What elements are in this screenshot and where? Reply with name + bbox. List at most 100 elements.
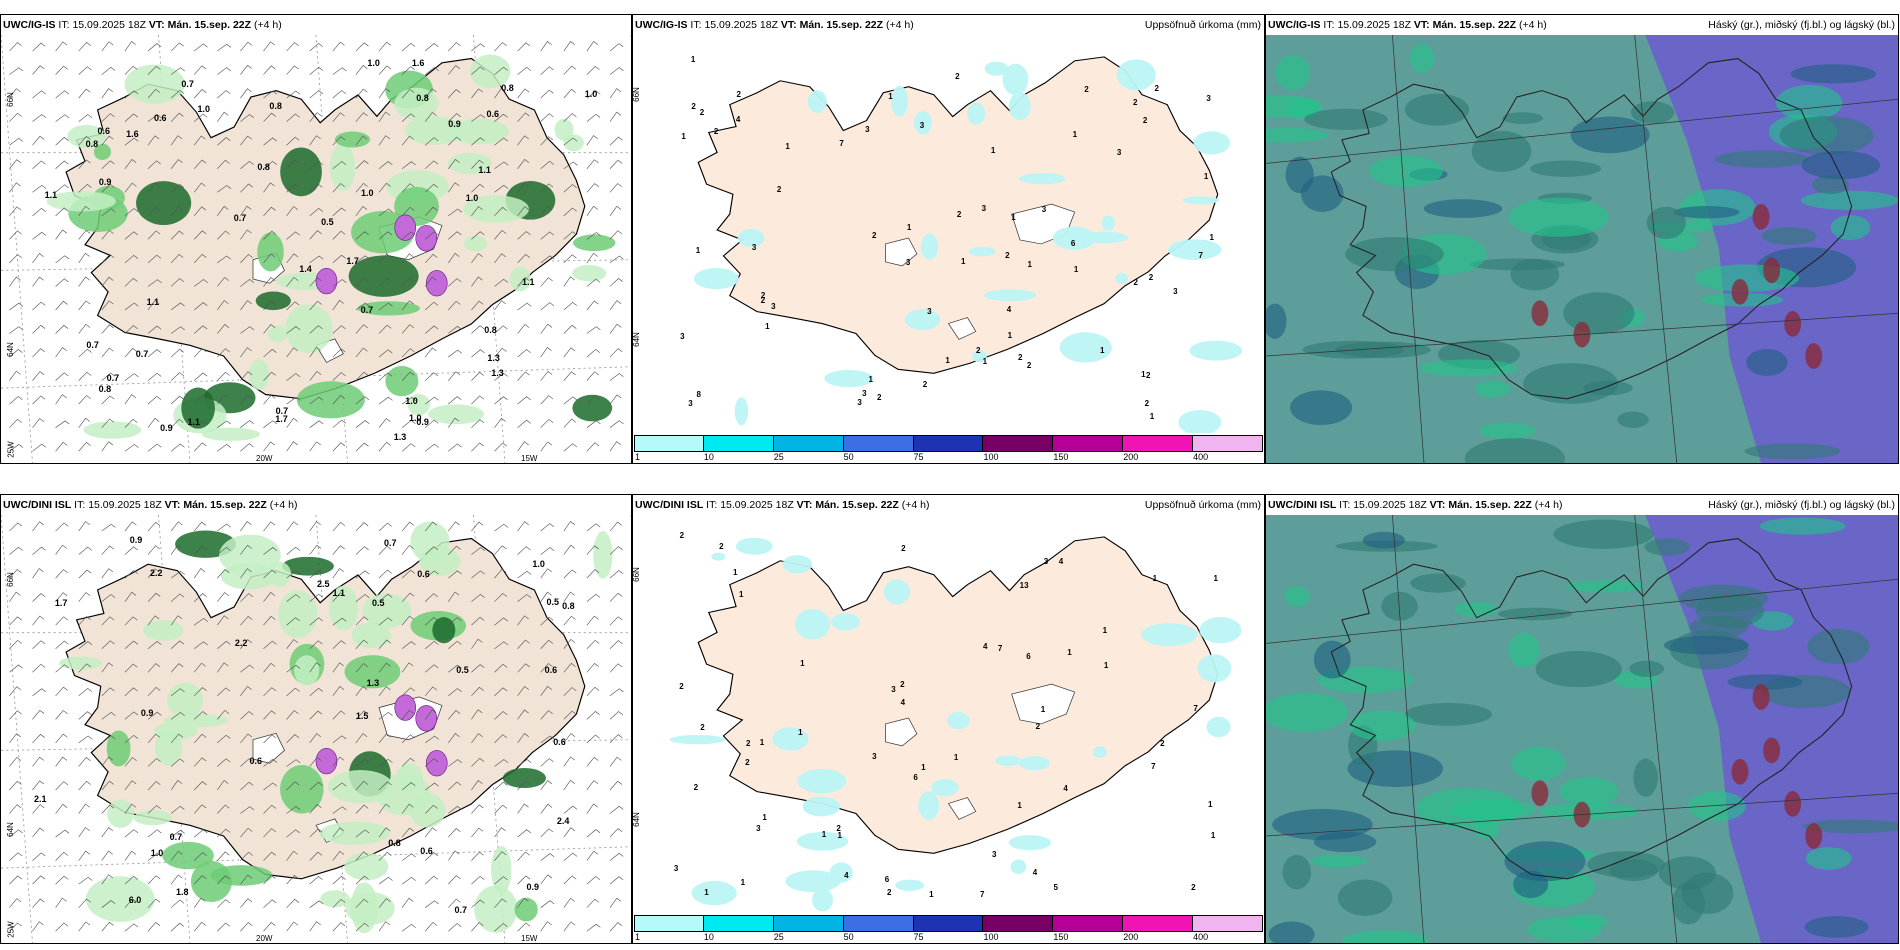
- precip-value-label: 0.6: [97, 126, 111, 136]
- wind-barb: [217, 592, 229, 602]
- wind-barb: [101, 276, 114, 287]
- wind-barb: [586, 300, 599, 311]
- wind-barb: [78, 159, 91, 169]
- wind-barb: [124, 521, 137, 532]
- wind-barb: [240, 160, 254, 170]
- precip-area: [329, 143, 356, 191]
- wind-barb: [609, 159, 623, 169]
- wind-barb: [586, 876, 601, 885]
- wind-barb: [240, 254, 253, 264]
- precip-area: [572, 234, 616, 252]
- wind-barb: [55, 347, 67, 358]
- wind-barb: [217, 137, 231, 146]
- wind-barb: [124, 325, 138, 334]
- wind-barb: [563, 254, 577, 264]
- precip-area: [167, 682, 204, 719]
- precip-value-label: 0.9: [129, 534, 143, 545]
- wind-barb: [424, 206, 438, 217]
- wind-barb: [309, 733, 322, 744]
- wind-barb: [147, 230, 161, 240]
- wind-barb: [240, 898, 253, 908]
- latitude-label: 66N: [633, 567, 641, 582]
- wind-barb: [378, 898, 391, 908]
- wind-barb: [448, 396, 462, 405]
- colorbar-tick: 1: [635, 932, 641, 942]
- colorbar-tick: 10: [703, 932, 714, 942]
- precip-value-label: 0.8: [501, 83, 514, 94]
- accum-value-label: 4: [1006, 304, 1012, 314]
- colorbar-swatch: [703, 435, 774, 452]
- precip-value-label: 0.7: [106, 373, 120, 384]
- wind-barb: [124, 757, 137, 767]
- cloud-area: [1409, 43, 1435, 73]
- wind-barb: [55, 114, 70, 122]
- wind-barb: [286, 373, 301, 381]
- wind-barb: [332, 325, 346, 334]
- wind-barb: [240, 371, 253, 381]
- wind-barb: [309, 441, 321, 452]
- wind-barb: [494, 347, 507, 358]
- precip-value-label: 2.5: [317, 578, 330, 589]
- accum-value-label: 2: [760, 295, 766, 305]
- wind-barb: [101, 594, 116, 602]
- accum-value-label: 1: [982, 356, 988, 366]
- wind-barb: [147, 349, 162, 358]
- precip-value-label: 0.8: [269, 101, 282, 112]
- cloud-area: [1678, 584, 1768, 612]
- wind-barb: [563, 662, 576, 673]
- wind-barb: [217, 371, 230, 381]
- wind-barb: [194, 279, 208, 287]
- accum-value-label: 3: [862, 388, 867, 398]
- precip-area: [348, 255, 419, 297]
- wind-barb: [355, 639, 369, 649]
- wind-barb: [586, 711, 600, 720]
- wind-barb: [355, 65, 368, 75]
- accum-value-label: 3: [865, 125, 870, 134]
- longitude-label: 20W: [256, 454, 273, 463]
- wind-barb: [240, 827, 253, 838]
- accum-value-label: 2: [776, 184, 782, 194]
- wind-barb: [9, 569, 22, 579]
- wind-barb: [425, 900, 439, 908]
- wind-barb: [124, 898, 137, 908]
- wind-barb: [286, 183, 300, 193]
- wind-barb: [494, 137, 508, 146]
- wind-barb: [494, 663, 508, 673]
- wind-barb: [32, 615, 45, 626]
- wind-barb: [101, 229, 114, 240]
- wind-barb: [517, 521, 529, 532]
- wind-barb: [609, 88, 622, 99]
- precip-area: [514, 897, 538, 922]
- wind-barb: [263, 828, 276, 838]
- wind-barb: [494, 827, 506, 838]
- wind-barb: [101, 616, 115, 626]
- wind-barb: [378, 803, 391, 814]
- accum-precip-area: [1115, 272, 1129, 284]
- wind-barb: [124, 780, 137, 791]
- cloud-area: [1617, 411, 1649, 428]
- cloud-area: [1498, 607, 1573, 621]
- wind-barb: [101, 113, 115, 122]
- wind-barb: [193, 135, 206, 146]
- wind-barb: [401, 324, 415, 334]
- precip-area: [593, 531, 613, 579]
- wind-barb: [378, 302, 393, 311]
- wind-barb: [55, 710, 68, 720]
- precip-value-label: 1.3: [366, 677, 380, 688]
- accum-value-label: 1: [953, 752, 959, 762]
- wind-barb: [609, 394, 622, 405]
- wind-barb: [124, 829, 139, 838]
- accum-value-label: 3: [1173, 286, 1178, 296]
- wind-barb: [378, 349, 393, 358]
- valid-time-label: VT:: [148, 19, 165, 31]
- accum-precip-area: [737, 228, 765, 248]
- wind-barb: [263, 230, 277, 240]
- wind-barb: [586, 395, 600, 405]
- wind-barb: [609, 852, 624, 861]
- accum-value-label: 3: [673, 864, 679, 874]
- accum-value-label: 3: [919, 120, 925, 130]
- wind-barb: [540, 346, 552, 358]
- accum-value-label: 3: [1206, 93, 1211, 103]
- wind-barb: [170, 112, 184, 122]
